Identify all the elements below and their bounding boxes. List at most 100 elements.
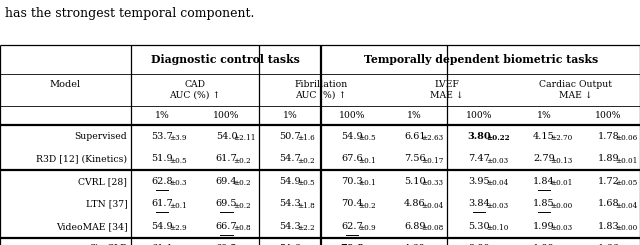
Text: 1%: 1%	[407, 111, 422, 120]
Text: 61.7: 61.7	[216, 154, 237, 163]
Text: LVEF
MAE ↓: LVEF MAE ↓	[430, 80, 464, 99]
Text: ±2.63: ±2.63	[422, 134, 444, 142]
Text: ±0.2: ±0.2	[234, 202, 251, 210]
Text: 61.7: 61.7	[152, 199, 173, 208]
Text: ±0.04: ±0.04	[615, 202, 637, 210]
Text: ±1.8: ±1.8	[297, 202, 315, 210]
Text: 69.5: 69.5	[216, 199, 237, 208]
Text: 54.9: 54.9	[280, 177, 301, 186]
Text: ±0.5: ±0.5	[169, 157, 187, 165]
Text: 100%: 100%	[213, 111, 240, 120]
Text: ±0.03: ±0.03	[486, 202, 508, 210]
Text: ±0.2: ±0.2	[297, 157, 315, 165]
Text: ±0.01: ±0.01	[551, 179, 573, 187]
Text: 1.72: 1.72	[597, 177, 620, 186]
Text: ±0.03: ±0.03	[486, 157, 508, 165]
Text: ±0.04: ±0.04	[486, 179, 508, 187]
Text: 5.30: 5.30	[468, 222, 490, 231]
Text: ±2.9: ±2.9	[169, 224, 187, 232]
Text: CVRL [28]: CVRL [28]	[79, 177, 127, 186]
Text: 3.80: 3.80	[467, 132, 491, 141]
Text: ±0.2: ±0.2	[234, 179, 251, 187]
Text: ±0.2: ±0.2	[359, 202, 376, 210]
Text: 54.3: 54.3	[280, 199, 301, 208]
Text: VideoMAE [34]: VideoMAE [34]	[56, 222, 127, 231]
Text: 4.15: 4.15	[533, 132, 555, 141]
Text: 5.10: 5.10	[404, 177, 426, 186]
Text: R3D [12] (Kinetics): R3D [12] (Kinetics)	[36, 154, 127, 163]
Text: 100%: 100%	[339, 111, 365, 120]
Text: 3.95: 3.95	[468, 177, 490, 186]
Text: ±0.08: ±0.08	[422, 224, 444, 232]
Text: ±0.3: ±0.3	[169, 179, 186, 187]
Text: ±0.1: ±0.1	[359, 157, 376, 165]
Text: ±0.05: ±0.05	[615, 179, 637, 187]
Text: Supervised: Supervised	[75, 132, 127, 141]
Text: 1.85: 1.85	[533, 199, 555, 208]
Text: 2.79: 2.79	[533, 154, 555, 163]
Text: Fibrillation
AUC (%) ↑: Fibrillation AUC (%) ↑	[294, 80, 348, 99]
Text: 51.9: 51.9	[152, 154, 173, 163]
Text: ±0.2: ±0.2	[234, 157, 251, 165]
Text: ±0.22: ±0.22	[486, 134, 509, 142]
Text: 1.83: 1.83	[598, 222, 619, 231]
Text: 50.7: 50.7	[280, 132, 301, 141]
Text: ±0.13: ±0.13	[551, 157, 573, 165]
Text: Diagnostic control tasks: Diagnostic control tasks	[152, 54, 300, 64]
Text: 62.7: 62.7	[341, 222, 363, 231]
Text: Model: Model	[50, 80, 81, 89]
Text: 69.4: 69.4	[216, 177, 237, 186]
Text: 1.78: 1.78	[598, 132, 619, 141]
Text: 53.7: 53.7	[152, 132, 173, 141]
Text: ±0.9: ±0.9	[359, 224, 376, 232]
Text: ±0.04: ±0.04	[422, 202, 444, 210]
Text: 6.89: 6.89	[404, 222, 426, 231]
Text: ±0.03: ±0.03	[551, 224, 573, 232]
Text: ±0.33: ±0.33	[422, 179, 444, 187]
Text: 54.7: 54.7	[280, 154, 301, 163]
Text: 7.56: 7.56	[404, 154, 426, 163]
Text: ±0.01: ±0.01	[615, 157, 637, 165]
Text: LTN [37]: LTN [37]	[86, 199, 127, 208]
Text: 70.3: 70.3	[341, 177, 363, 186]
Text: 54.9: 54.9	[152, 222, 173, 231]
Text: 1.89: 1.89	[598, 154, 619, 163]
Text: ±1.6: ±1.6	[297, 134, 315, 142]
Text: ±0.5: ±0.5	[297, 179, 315, 187]
Text: 6.61: 6.61	[404, 132, 426, 141]
Text: has the strongest temporal component.: has the strongest temporal component.	[5, 7, 255, 20]
Text: ±0.17: ±0.17	[422, 157, 444, 165]
Text: ±2.11: ±2.11	[234, 134, 256, 142]
Text: ±0.00: ±0.00	[615, 224, 637, 232]
Text: 54.3: 54.3	[280, 222, 301, 231]
Text: CAD
AUC (%) ↑: CAD AUC (%) ↑	[169, 80, 221, 99]
Text: ±2.2: ±2.2	[297, 224, 315, 232]
Text: ±2.70: ±2.70	[551, 134, 573, 142]
Text: ±0.5: ±0.5	[359, 134, 376, 142]
Text: ±0.00: ±0.00	[551, 202, 573, 210]
Text: 54.0: 54.0	[216, 132, 237, 141]
Text: Temporally dependent biometric tasks: Temporally dependent biometric tasks	[364, 54, 598, 64]
Text: ±0.1: ±0.1	[169, 202, 187, 210]
Text: 1.84: 1.84	[533, 177, 555, 186]
Text: 1.68: 1.68	[598, 199, 619, 208]
Text: 1%: 1%	[155, 111, 170, 120]
Text: 100%: 100%	[466, 111, 492, 120]
Text: ±0.1: ±0.1	[359, 179, 376, 187]
Text: Cardiac Output
MAE ↓: Cardiac Output MAE ↓	[539, 80, 612, 99]
Text: ±0.10: ±0.10	[486, 224, 508, 232]
Text: 54.9: 54.9	[341, 132, 363, 141]
Text: 1.99: 1.99	[533, 222, 555, 231]
Text: ±3.9: ±3.9	[169, 134, 186, 142]
Text: 1%: 1%	[536, 111, 552, 120]
Text: 62.8: 62.8	[152, 177, 173, 186]
Text: 7.47: 7.47	[468, 154, 490, 163]
Text: 67.6: 67.6	[341, 154, 363, 163]
Text: 1%: 1%	[283, 111, 298, 120]
Text: 3.84: 3.84	[468, 199, 490, 208]
Text: 70.4: 70.4	[341, 199, 363, 208]
Text: 66.7: 66.7	[216, 222, 237, 231]
Text: 100%: 100%	[595, 111, 621, 120]
Text: 4.86: 4.86	[404, 199, 426, 208]
Text: ±0.8: ±0.8	[234, 224, 251, 232]
